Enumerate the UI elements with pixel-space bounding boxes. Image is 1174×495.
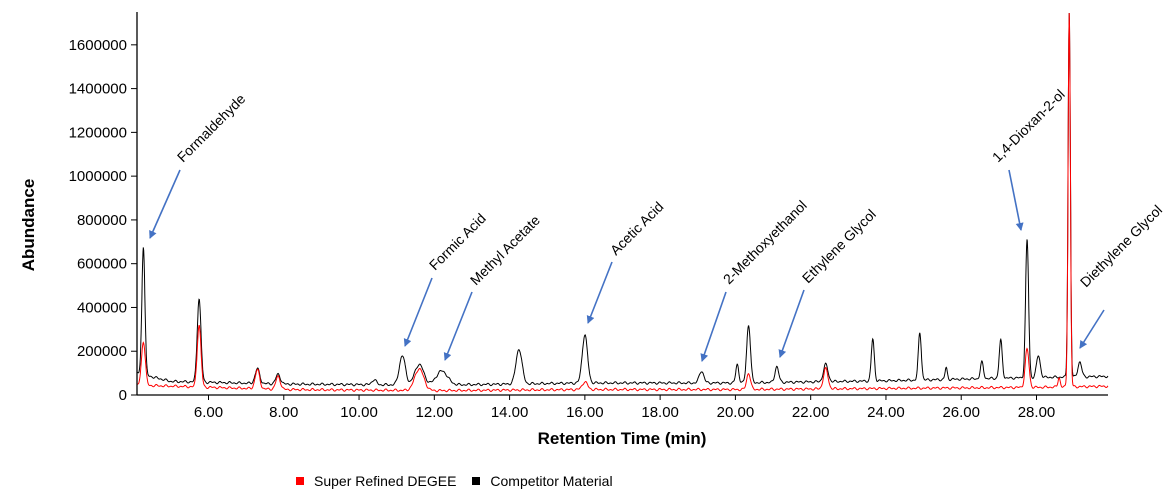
annotation-arrow-formaldehyde bbox=[149, 169, 181, 239]
y-tick-label: 200000 bbox=[77, 343, 127, 360]
x-tick-label: 26.00 bbox=[942, 404, 980, 421]
x-axis-title: Retention Time (min) bbox=[538, 429, 707, 448]
annotation-label-formaldehyde: Formaldehyde bbox=[174, 90, 249, 165]
y-tick-label: 400000 bbox=[77, 299, 127, 316]
y-axis-ticks: 0 200000 400000 600000 800000 1000000 1200000 1… bbox=[69, 37, 137, 404]
x-tick-label: 10.00 bbox=[340, 404, 378, 421]
annotation-arrow-formic-acid bbox=[403, 277, 433, 347]
legend-item-super-refined: Super Refined DEGEE bbox=[296, 473, 456, 489]
legend-swatch-super-refined bbox=[296, 477, 304, 485]
x-axis-ticks: 6.00 8.00 10.00 12.00 14.00 16.00 18.00 20.00 22… bbox=[194, 395, 1055, 421]
x-tick-label: 8.00 bbox=[269, 404, 298, 421]
annotation-arrow-2-methoxyethanol bbox=[700, 291, 727, 362]
series-line-competitor-material bbox=[136, 12, 1109, 387]
legend-item-competitor: Competitor Material bbox=[472, 473, 613, 489]
annotation-label-diethylene-glycol: Diethylene Glycol bbox=[1077, 202, 1165, 290]
legend-label-super-refined: Super Refined DEGEE bbox=[314, 473, 457, 489]
x-tick-label: 16.00 bbox=[566, 404, 604, 421]
x-tick-label: 24.00 bbox=[867, 404, 905, 421]
annotation-label-acetic-acid: Acetic Acid bbox=[607, 198, 667, 258]
y-tick-label: 0 bbox=[119, 387, 127, 404]
annotation-label-1-4-dioxan-2-ol: 1,4-Dioxan-2-ol bbox=[989, 86, 1068, 165]
y-tick-label: 800000 bbox=[77, 212, 127, 229]
chart-series bbox=[136, 12, 1109, 393]
annotation-arrow-acetic-acid bbox=[586, 261, 613, 324]
x-tick-label: 6.00 bbox=[194, 404, 223, 421]
chart-axes bbox=[136, 12, 1108, 396]
series-line-super-refined-degee bbox=[137, 12, 1109, 393]
chromatogram-chart: 0 200000 400000 600000 800000 1000000 1200000 1… bbox=[19, 12, 1165, 448]
x-tick-label: 18.00 bbox=[641, 404, 679, 421]
annotation-arrow-1-4-dioxan-2-ol bbox=[1008, 169, 1024, 231]
y-tick-label: 1400000 bbox=[69, 81, 127, 98]
x-tick-label: 14.00 bbox=[491, 404, 529, 421]
x-tick-label: 22.00 bbox=[792, 404, 830, 421]
x-tick-label: 28.00 bbox=[1018, 404, 1056, 421]
annotation-arrow-ethylene-glycol bbox=[778, 289, 805, 358]
legend-label-competitor: Competitor Material bbox=[490, 473, 613, 489]
y-tick-label: 1600000 bbox=[69, 37, 127, 54]
legend-swatch-competitor bbox=[472, 477, 481, 485]
y-tick-label: 1200000 bbox=[69, 124, 127, 141]
annotation-arrow-diethylene-glycol bbox=[1079, 309, 1105, 349]
y-tick-label: 600000 bbox=[77, 256, 127, 273]
annotation-arrow-methyl-acetate bbox=[443, 291, 473, 361]
y-tick-label: 1000000 bbox=[69, 168, 127, 185]
annotation-label-ethylene-glycol: Ethylene Glycol bbox=[799, 206, 879, 286]
annotation-label-2-methoxyethanol: 2-Methoxyethanol bbox=[720, 197, 810, 287]
x-tick-label: 12.00 bbox=[416, 404, 454, 421]
y-axis-title: Abundance bbox=[19, 179, 38, 272]
chart-legend: Super Refined DEGEE Competitor Material bbox=[296, 473, 629, 489]
x-tick-label: 20.00 bbox=[717, 404, 755, 421]
